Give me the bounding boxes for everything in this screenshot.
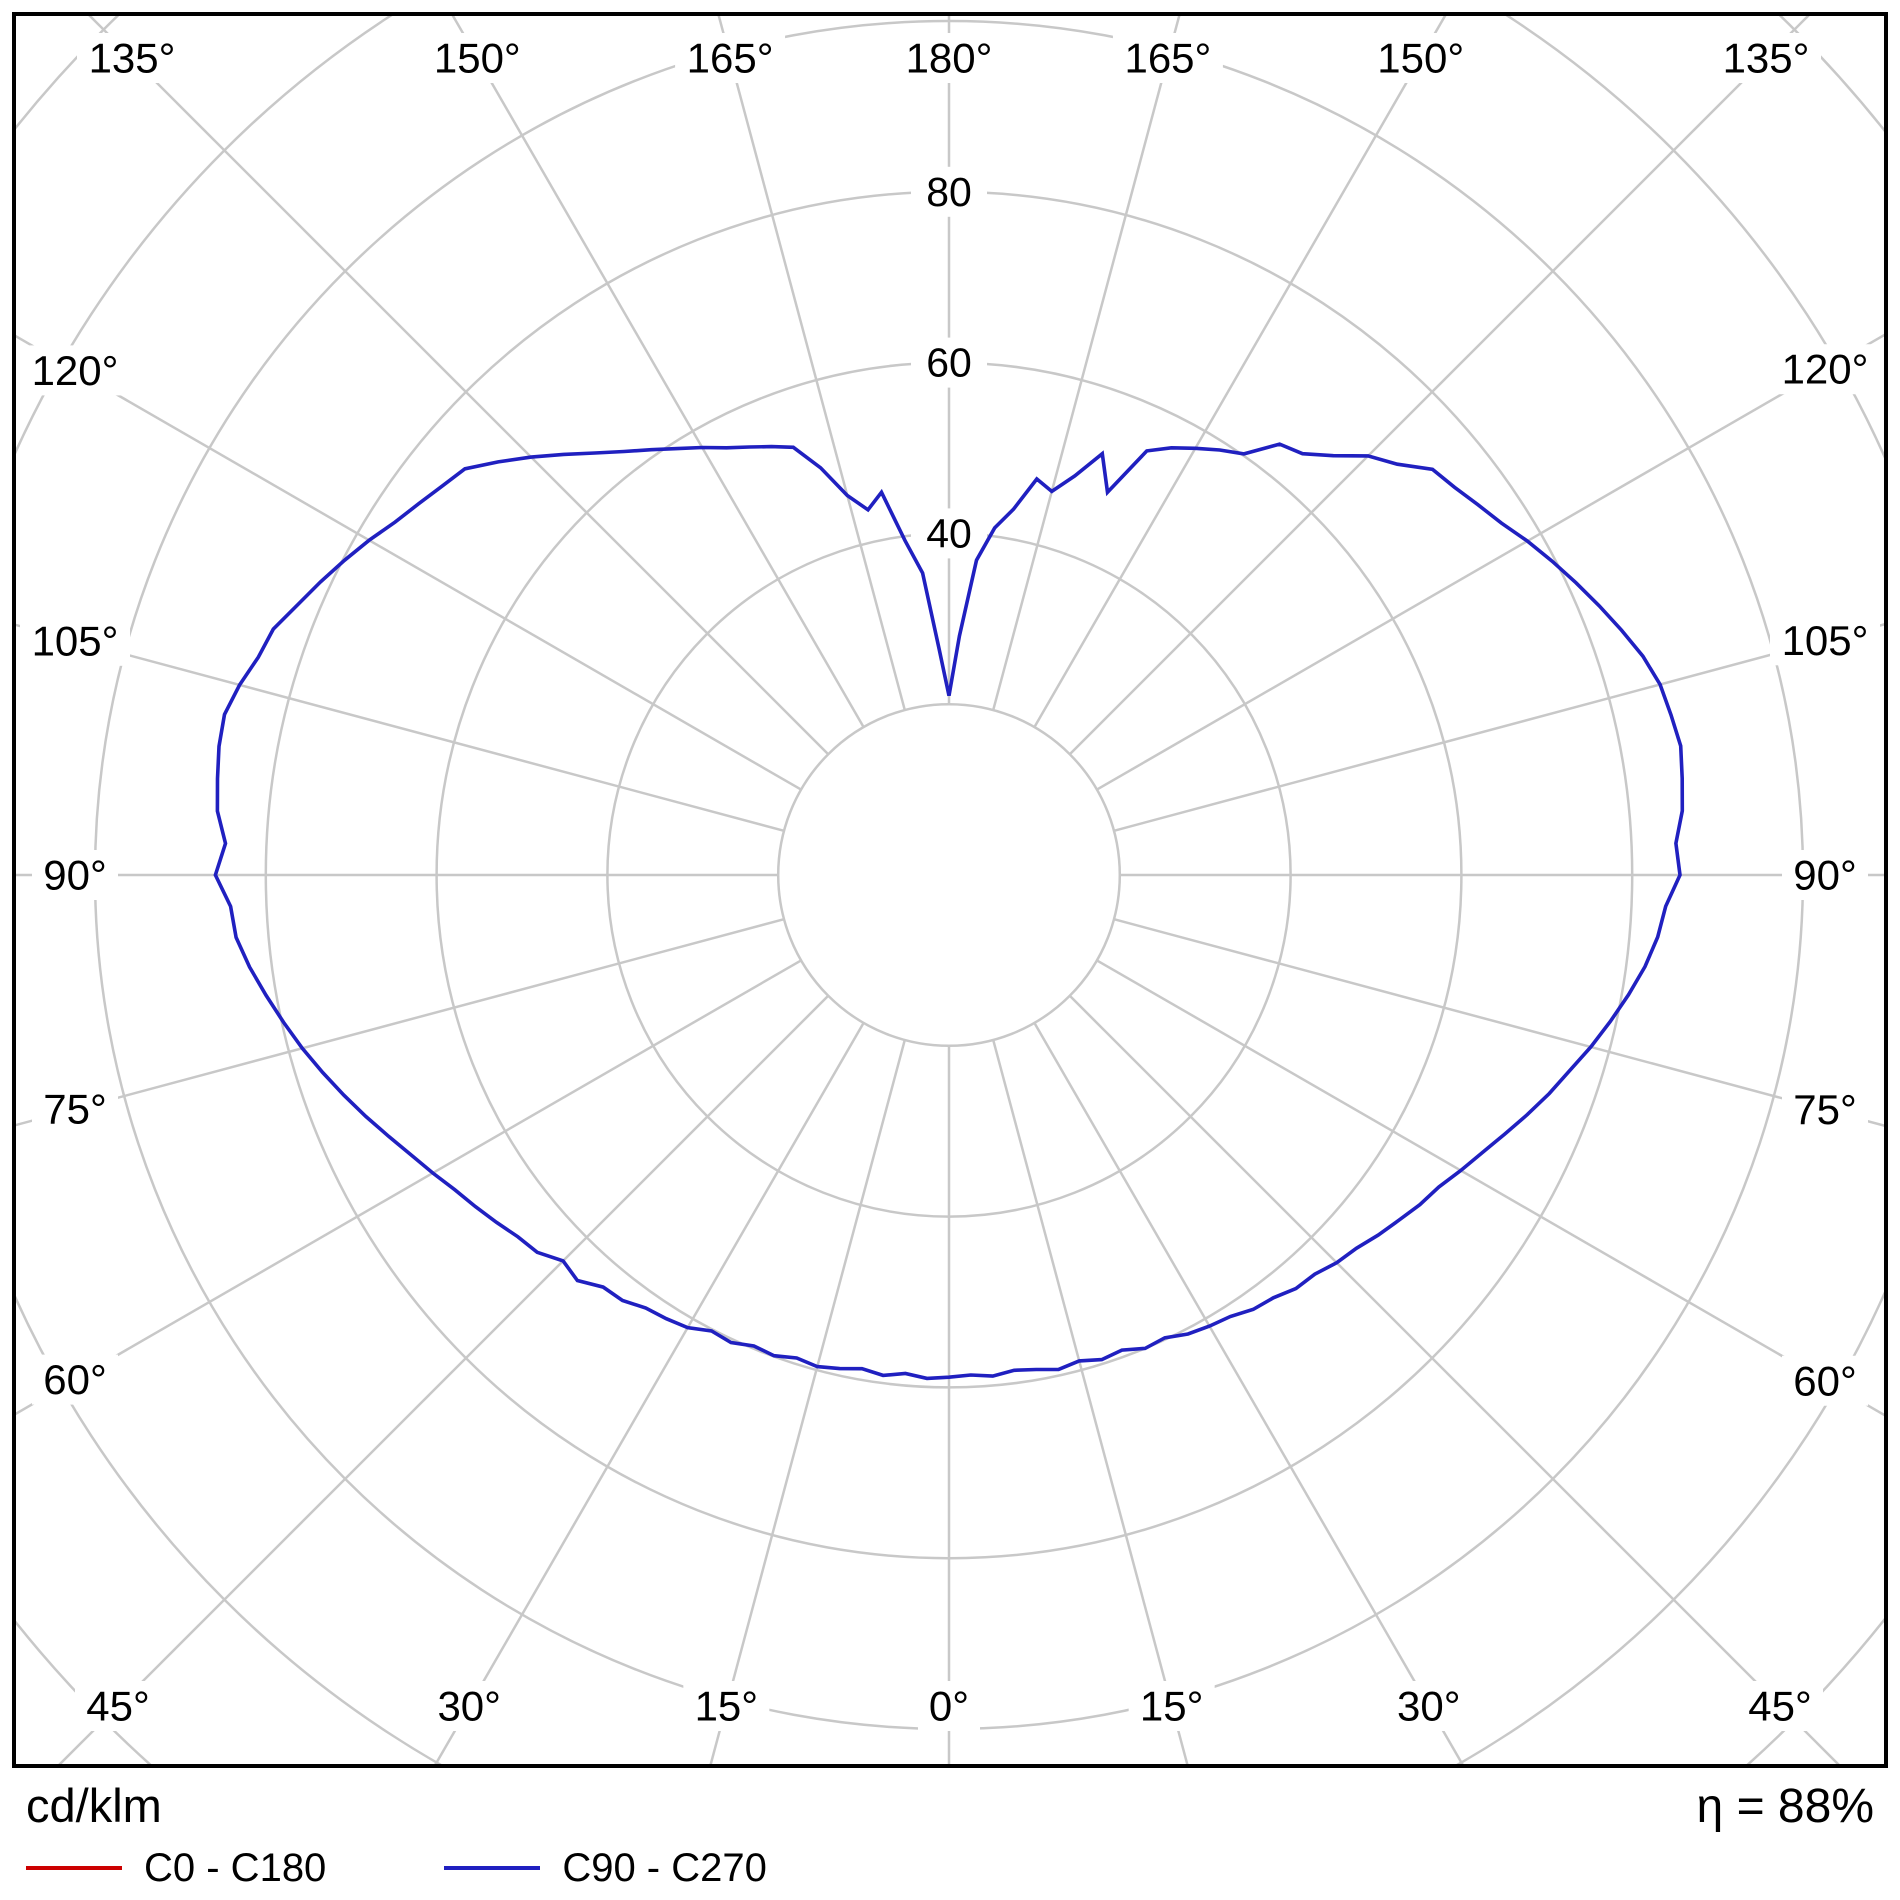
efficiency-label: η = 88% (1696, 1780, 1874, 1833)
grid-spoke (991, 1039, 1189, 1764)
plot-frame: 0° 15° 15° 30° 30° 45° 45° 60° 60° 75° 75° 90° 90° 10… (12, 12, 1888, 1768)
grid-spoke (1096, 959, 1884, 1417)
angle-label-mask (1365, 33, 1476, 83)
grid-spoke (1068, 994, 1840, 1764)
grid-circle (776, 702, 1122, 1048)
angle-label: 15° (1140, 1683, 1204, 1730)
grid-spoke (991, 16, 1181, 711)
angle-label: 90° (43, 852, 107, 899)
angle-label-mask (1128, 1681, 1215, 1731)
angle-label: 75° (1793, 1086, 1857, 1133)
angle-label: 105° (1782, 617, 1869, 664)
angle-label: 150° (434, 35, 521, 82)
angle-label-mask (32, 1354, 118, 1405)
grid-spoke (1113, 623, 1884, 833)
angle-label: 120° (32, 347, 119, 394)
units-label: cd/klm (26, 1779, 162, 1832)
angle-label-mask (1385, 1681, 1472, 1731)
radial-tick-label: 80 (926, 169, 972, 215)
grid-spoke (88, 16, 830, 756)
angle-label: 60° (43, 1356, 107, 1403)
angle-label-mask (675, 33, 786, 83)
legend-label-c90-c270: C90 - C270 (562, 1846, 767, 1890)
grid-spoke (1033, 1022, 1464, 1764)
footer: cd/klm η = 88% C0 - C180 C90 - C270 (12, 1778, 1888, 1888)
angle-label: 90° (1793, 852, 1857, 899)
legend-label-c0-c180: C0 - C180 (144, 1846, 327, 1890)
angle-label-mask (32, 1084, 118, 1135)
angle-label-mask (918, 1681, 980, 1731)
radial-tick-mask (911, 337, 987, 388)
grid-spoke (1113, 917, 1884, 1127)
radial-tick-mask (911, 508, 987, 559)
angle-label-mask (1737, 1681, 1823, 1731)
legend: C0 - C180 C90 - C270 (12, 1848, 1888, 1888)
angle-label-mask (1770, 615, 1880, 666)
footer-top-row: cd/klm η = 88% (12, 1778, 1888, 1834)
legend-swatch-red-line (26, 1866, 122, 1870)
grid-spoke (717, 16, 907, 711)
grid-spoke (16, 959, 802, 1416)
radial-tick-label: 40 (926, 510, 972, 556)
angle-label-mask (32, 850, 118, 900)
grid-spoke (1068, 16, 1810, 756)
legend-item-c0-c180: C0 - C180 (26, 1848, 326, 1888)
grid-spoke (1033, 16, 1447, 728)
legend-swatch-blue-line (444, 1866, 541, 1870)
angle-label-mask (1782, 1084, 1868, 1135)
angle-label: 30° (1397, 1683, 1461, 1730)
angle-label: 75° (43, 1086, 107, 1133)
angle-label: 120° (1782, 346, 1869, 393)
angle-label: 30° (437, 1683, 501, 1730)
angle-label: 165° (687, 35, 774, 82)
angle-label: 165° (1124, 35, 1211, 82)
angle-label: 180° (906, 35, 993, 82)
angle-label: 150° (1377, 35, 1464, 82)
angle-label: 135° (89, 35, 176, 82)
angle-label-mask (426, 1681, 513, 1731)
angle-label-mask (422, 33, 533, 83)
angle-label: 45° (1748, 1683, 1812, 1730)
angle-label-mask (20, 345, 130, 396)
angle-label-mask (683, 1681, 770, 1731)
angle-label-mask (1782, 850, 1868, 900)
angle-label-mask (75, 1681, 161, 1731)
angle-label-mask (1770, 344, 1880, 395)
angle-label-mask (77, 33, 187, 83)
angle-label-mask (1711, 33, 1821, 83)
grid-spoke (1096, 333, 1884, 791)
grid-spoke (709, 1039, 907, 1764)
angle-label: 15° (695, 1683, 759, 1730)
radial-tick-mask (911, 166, 987, 217)
angle-label: 0° (929, 1683, 969, 1730)
angle-label-mask (20, 615, 130, 666)
angle-label: 105° (32, 617, 119, 664)
angle-label-mask (894, 33, 1004, 83)
curve-c90-c270 (213, 442, 1685, 1381)
grid-spoke (16, 334, 802, 791)
angle-label-mask (1782, 1355, 1868, 1406)
grid-spoke (58, 994, 830, 1764)
legend-item-c90-c270: C90 - C270 (444, 1848, 767, 1888)
angle-label: 60° (1793, 1357, 1857, 1404)
grid-spoke (16, 917, 785, 1127)
radial-tick-label: 60 (926, 340, 972, 386)
angle-label-mask (1112, 33, 1223, 83)
polar-chart: 0° 15° 15° 30° 30° 45° 45° 60° 60° 75° 75° 90° 90° 10… (16, 16, 1884, 1764)
grid-spoke (434, 1022, 865, 1764)
grid-spoke (451, 16, 865, 728)
angle-label: 45° (86, 1683, 150, 1730)
angle-label: 135° (1723, 35, 1810, 82)
grid-spoke (16, 623, 785, 833)
